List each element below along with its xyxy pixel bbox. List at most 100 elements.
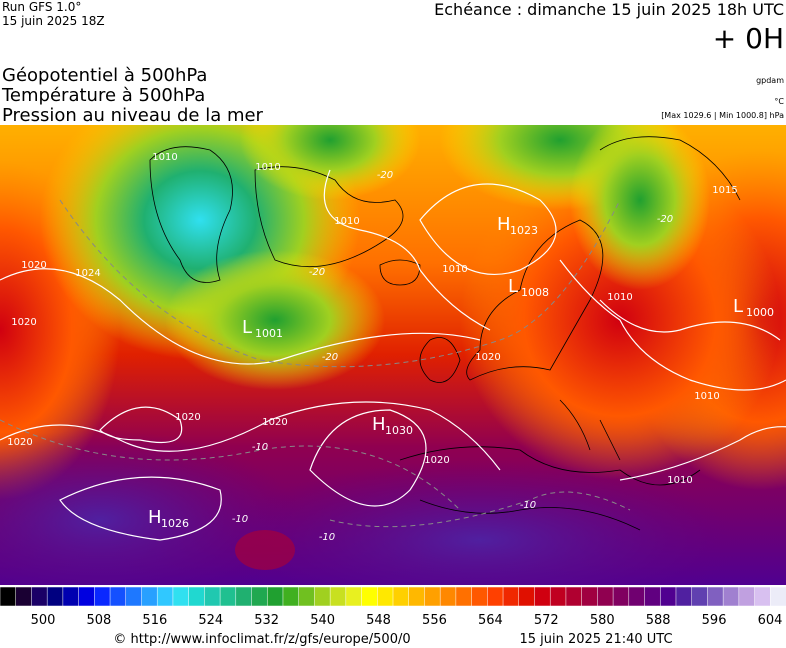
- isotherm-label: -20: [322, 352, 338, 363]
- colorbar-swatch: [581, 586, 599, 607]
- colorbar-swatch: [455, 586, 473, 607]
- colorbar-swatch: [235, 586, 253, 607]
- title: Pression au niveau de la mer: [2, 105, 264, 126]
- center-value: 1000: [746, 306, 774, 319]
- isobar-label: 1020: [175, 412, 200, 423]
- colorbar-swatch: [219, 586, 237, 607]
- colorbar-swatch: [46, 586, 64, 607]
- colorbar-swatch: [361, 586, 379, 607]
- colorbar-label: 596: [702, 613, 727, 628]
- colorbar-swatch: [518, 586, 536, 607]
- colorbar-swatch: [502, 586, 520, 607]
- colorbar-label: 540: [310, 613, 335, 628]
- isobar-label: 1010: [694, 391, 719, 402]
- colorbar: 500 508 516 524 532 540 548 556 564 572 580 588 596 6…: [0, 586, 786, 628]
- colorbar-swatch: [549, 586, 567, 607]
- colorbar-swatch: [62, 586, 80, 607]
- isotherm-label: -10: [319, 532, 335, 543]
- isobar-label: 1020: [262, 417, 287, 428]
- isotherm-label: -20: [309, 267, 325, 278]
- center-value: 1023: [510, 224, 538, 237]
- colorbar-swatch: [266, 586, 284, 607]
- colorbar-swatch: [94, 586, 111, 607]
- colorbar-swatch: [156, 586, 174, 607]
- colorbar-swatch: [282, 586, 300, 607]
- colorbar-swatch: [15, 586, 33, 607]
- colorbar-swatch: [377, 586, 394, 607]
- isotherm-label: -10: [252, 442, 268, 453]
- isobar-label: 1020: [11, 317, 36, 328]
- center-letter: L: [508, 276, 518, 297]
- colorbar-label: 548: [366, 613, 391, 628]
- colorbar-swatch: [722, 586, 740, 607]
- center-letter: L: [242, 317, 252, 338]
- colorbar-swatch: [644, 586, 661, 607]
- run-date: 15 juin 2025 18Z: [2, 14, 105, 28]
- colorbar-swatch: [298, 586, 316, 607]
- isotherm-label: -10: [520, 500, 536, 511]
- colorbar-swatch: [188, 586, 206, 607]
- center-letter: H: [372, 414, 386, 435]
- source-url: © http://www.infoclimat.fr/z/gfs/europe/…: [113, 632, 410, 647]
- isotherm-label: -20: [657, 214, 673, 225]
- isobar-label: 1020: [424, 455, 449, 466]
- colorbar-swatch: [565, 586, 583, 607]
- cold-area: [165, 250, 385, 390]
- colorbar-swatch: [345, 586, 363, 607]
- isobar-label: 1010: [255, 162, 280, 173]
- colorbar-swatch: [125, 586, 143, 607]
- isobars: [0, 169, 786, 541]
- colorbar-swatch: [424, 586, 441, 607]
- pressure-range: [Max 1029.6 | Min 1000.8] hPa: [661, 111, 784, 120]
- colorbar-swatch: [471, 586, 489, 607]
- center-letter: H: [497, 214, 511, 235]
- isotherms: [0, 199, 631, 528]
- colorbar-swatch: [738, 586, 756, 607]
- title: Géopotentiel à 500hPa: [2, 65, 207, 86]
- isobar-label: 1010: [152, 152, 177, 163]
- title: Température à 500hPa: [1, 85, 205, 106]
- isobar-label: 1020: [21, 260, 46, 271]
- isobar-label: 1010: [334, 216, 359, 227]
- isobar-label: 1020: [475, 352, 500, 363]
- colorbar-swatch: [487, 586, 504, 607]
- isoline-labels: 1020 1024 1020 1010 1010 1010 1010 1020 1020 1020…: [7, 152, 737, 543]
- generated-time: 15 juin 2025 21:40 UTC: [519, 632, 672, 647]
- coastlines: [149, 136, 741, 531]
- center-value: 1026: [161, 517, 189, 530]
- low-geopotential: [220, 460, 740, 585]
- colorbar-label: 572: [534, 613, 559, 628]
- isotherm-label: -20: [377, 170, 393, 181]
- colorbar-swatch: [31, 586, 48, 607]
- colorbar-swatch: [612, 586, 630, 607]
- colorbar-swatch: [78, 586, 96, 607]
- colorbar-swatch: [408, 586, 426, 607]
- colorbar-label: 564: [478, 613, 503, 628]
- colorbar-swatch: [314, 586, 331, 607]
- colorbar-swatch: [707, 586, 724, 607]
- colorbar-swatch: [439, 586, 457, 607]
- isobar-label: 1010: [667, 475, 692, 486]
- colorbar-label: 524: [198, 613, 223, 628]
- colorbar-swatch: [0, 586, 17, 607]
- colorbar-label: 556: [422, 613, 447, 628]
- colorbar-swatch: [675, 586, 693, 607]
- center-value: 1008: [521, 286, 549, 299]
- colorbar-swatch: [691, 586, 709, 607]
- echeance: Echéance : dimanche 15 juin 2025 18h UTC: [434, 0, 784, 19]
- colorbar-label: 516: [142, 613, 167, 628]
- warm-spot: [235, 530, 295, 570]
- colorbar-swatch: [770, 586, 786, 607]
- colorbar-label: 532: [254, 613, 279, 628]
- unit-temp: °C: [774, 97, 784, 106]
- colorbar-swatch: [251, 586, 268, 607]
- offset: + 0H: [713, 22, 784, 55]
- colorbar-swatch: [628, 586, 646, 607]
- center-letter: L: [733, 296, 743, 317]
- colorbar-swatch: [204, 586, 221, 607]
- colorbar-swatch: [172, 586, 190, 607]
- isobar-label: 1010: [442, 264, 467, 275]
